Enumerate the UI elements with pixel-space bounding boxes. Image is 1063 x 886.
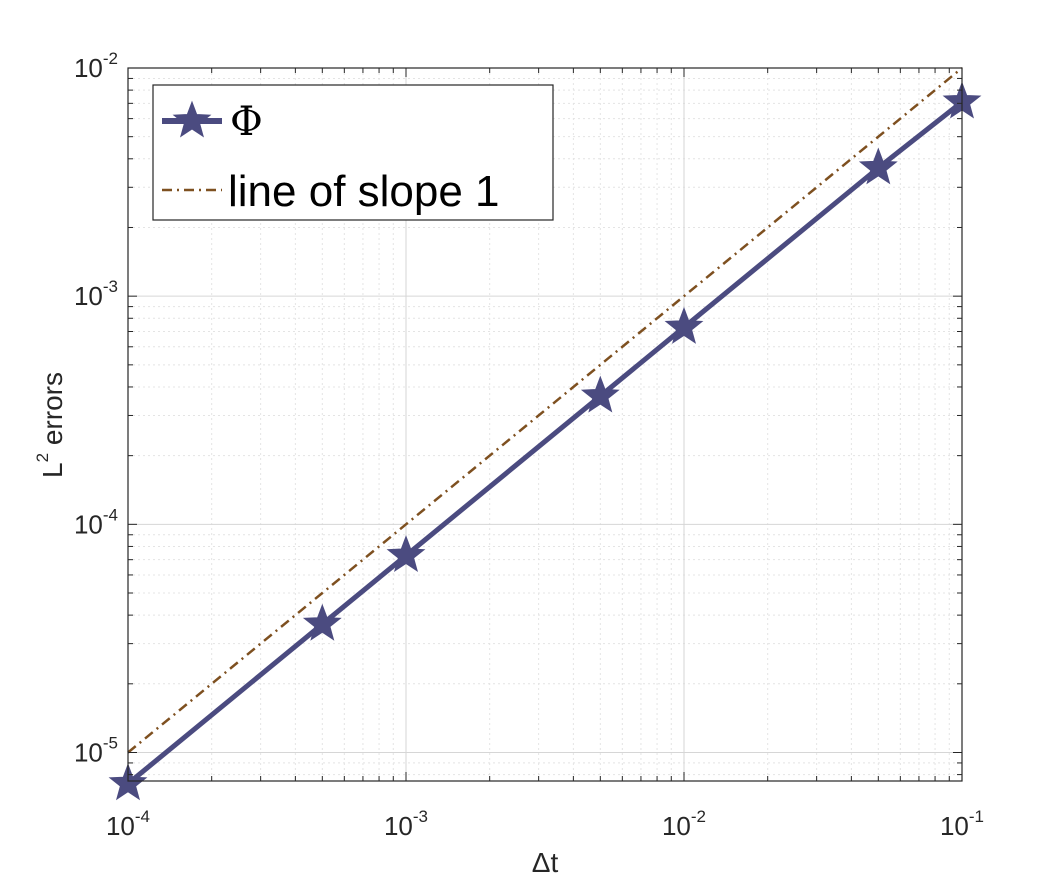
data-point-star — [580, 375, 620, 413]
legend: Φ line of slope 1 — [152, 84, 554, 221]
tick-marks — [127, 67, 963, 781]
x-tick-labels: 10-4 10-3 10-2 10-1 — [106, 807, 984, 841]
svg-text:L2 errors: L2 errors — [33, 372, 68, 478]
y-tick-label: 10-4 — [74, 505, 118, 539]
legend-label-phi: Φ — [230, 99, 263, 145]
y-axis-label-base: L — [37, 462, 68, 478]
data-point-star — [664, 306, 704, 344]
y-axis-label: L2 errors — [33, 372, 68, 478]
x-tick-label: 10-3 — [384, 807, 428, 841]
x-tick-label: 10-2 — [662, 807, 706, 841]
series-line-1 — [127, 67, 963, 754]
x-tick-label: 10-1 — [940, 807, 984, 841]
legend-star-marker — [172, 100, 212, 138]
x-tick-label: 10-4 — [106, 807, 150, 841]
plot-frame — [127, 67, 963, 782]
y-axis-label-superscript: 2 — [33, 453, 52, 462]
y-axis-label-rest: errors — [37, 372, 68, 453]
data-point-star — [302, 603, 342, 641]
data-point-star — [858, 147, 898, 185]
y-tick-label: 10-2 — [74, 49, 118, 83]
data-point-star — [386, 535, 426, 573]
legend-box — [152, 84, 554, 221]
y-tick-label: 10-3 — [74, 277, 118, 311]
y-tick-label: 10-5 — [74, 733, 118, 767]
data-point-star — [108, 763, 148, 801]
legend-label-slope: line of slope 1 — [228, 167, 500, 216]
series-layer — [108, 67, 982, 801]
x-axis-label: Δt — [532, 847, 559, 878]
y-tick-labels: 10-5 10-4 10-3 10-2 — [74, 49, 118, 767]
